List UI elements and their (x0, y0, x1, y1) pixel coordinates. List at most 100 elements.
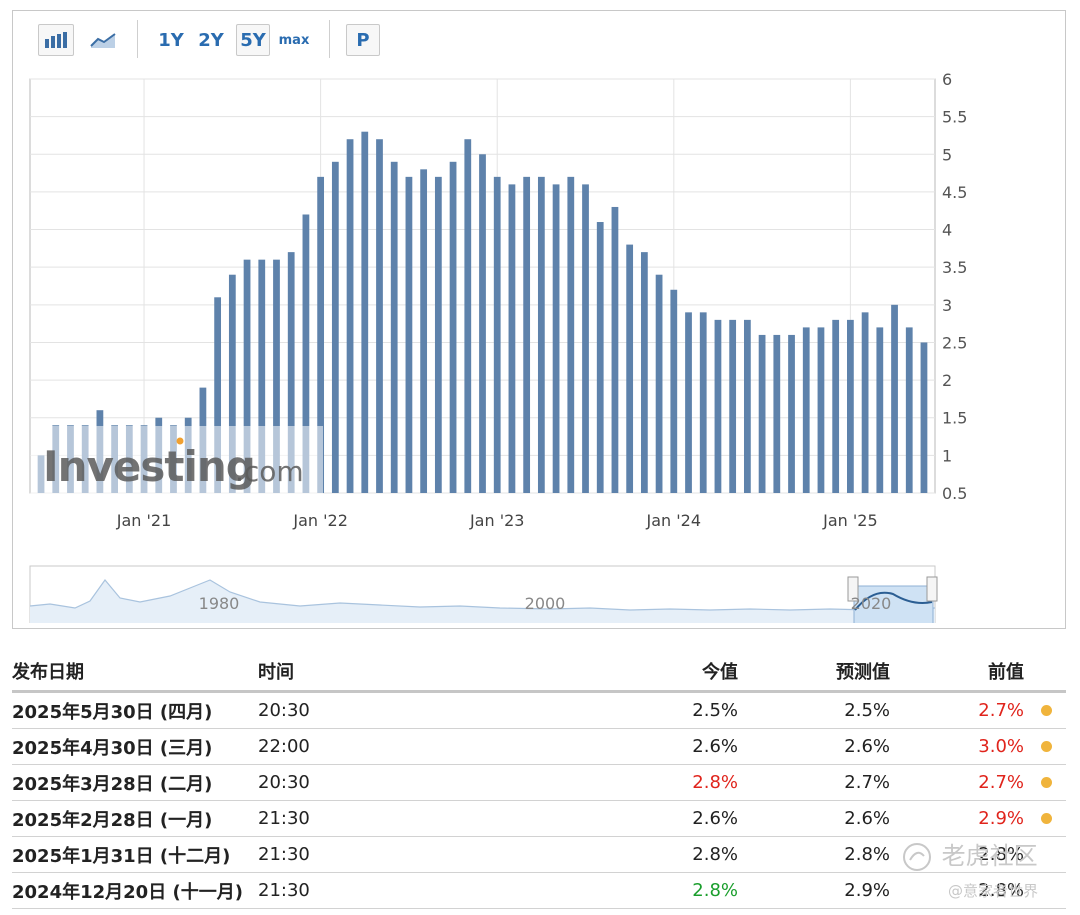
header-date[interactable]: 发布日期 (12, 662, 84, 683)
data-bar[interactable] (920, 342, 928, 493)
previous-value-cell: 2.7% (978, 700, 1024, 721)
revision-dot-icon[interactable] (1041, 777, 1052, 788)
bar-chart-glyph (45, 32, 67, 48)
svg-text:.com: .com (235, 455, 304, 488)
data-bar[interactable] (287, 252, 295, 493)
range-1y-button[interactable]: 1Y (158, 29, 184, 51)
forecast-value-cell: 2.6% (844, 736, 890, 757)
data-bar[interactable] (891, 304, 898, 493)
header-actual[interactable]: 今值 (702, 662, 738, 683)
data-bar[interactable] (434, 176, 442, 493)
data-bar[interactable] (699, 312, 707, 493)
navigator-selection[interactable] (853, 585, 934, 623)
range-2y-button[interactable]: 2Y (198, 29, 224, 51)
data-bar[interactable] (214, 297, 222, 493)
header-time[interactable]: 时间 (258, 662, 294, 683)
investing-logo: Investing .com (31, 426, 323, 506)
data-bar[interactable] (773, 334, 781, 493)
forecast-value-cell: 2.5% (844, 700, 890, 721)
data-bar[interactable] (905, 327, 913, 493)
data-bar[interactable] (685, 312, 692, 493)
x-tick-label: Jan '24 (646, 511, 702, 530)
data-bar[interactable] (596, 222, 604, 493)
header-previous[interactable]: 前值 (988, 662, 1024, 683)
range-max-button[interactable]: max (278, 32, 310, 48)
line-chart-icon[interactable] (85, 24, 121, 56)
data-bar[interactable] (346, 139, 354, 493)
data-bar[interactable] (390, 161, 398, 494)
data-bar[interactable] (802, 327, 810, 493)
data-bar[interactable] (523, 176, 531, 493)
y-tick-label: 3.5 (942, 258, 967, 277)
actual-value-cell: 2.8% (692, 844, 738, 865)
header-forecast[interactable]: 预测值 (836, 662, 890, 683)
data-bar[interactable] (876, 327, 884, 493)
data-bar[interactable] (817, 327, 825, 493)
data-bar[interactable] (243, 259, 251, 493)
data-bar[interactable] (626, 244, 634, 493)
revision-dot-icon[interactable] (1041, 813, 1052, 824)
forecast-value-cell: 2.7% (844, 772, 890, 793)
release-time-cell: 21:30 (258, 808, 310, 829)
p-button[interactable]: P (346, 24, 380, 56)
data-bar[interactable] (552, 184, 560, 493)
release-time-cell: 20:30 (258, 700, 310, 721)
data-bar[interactable] (464, 139, 472, 493)
data-bar[interactable] (420, 169, 428, 493)
data-bar[interactable] (228, 274, 236, 493)
data-bar[interactable] (361, 131, 369, 493)
bar-chart-icon[interactable] (38, 24, 74, 56)
navigator-handle[interactable] (926, 576, 938, 602)
data-bar[interactable] (493, 176, 501, 493)
release-date-cell: 2025年4月30日 (三月) (12, 737, 213, 759)
data-bar[interactable] (788, 334, 795, 493)
revision-dot-icon[interactable] (1041, 741, 1052, 752)
data-bar[interactable] (508, 184, 516, 493)
data-bar[interactable] (758, 334, 766, 493)
data-bar[interactable] (567, 176, 575, 493)
data-bar[interactable] (331, 161, 339, 494)
data-bar[interactable] (582, 184, 589, 493)
watermark-sub-text: @意家者世界 (948, 882, 1039, 900)
chart-toolbar: 1Y 2Y 5Y max P (13, 11, 1065, 63)
data-bar[interactable] (861, 312, 869, 493)
previous-value-cell: 2.8% (978, 880, 1024, 901)
chart-panel: 1Y 2Y 5Y max P Investing .com 0.5 1 1.5 2 2.… (12, 10, 1066, 629)
actual-value-cell: 2.8% (692, 772, 738, 793)
svg-text:Investing: Investing (43, 442, 255, 491)
data-bar[interactable] (655, 274, 663, 493)
data-bar[interactable] (743, 319, 751, 493)
data-bar[interactable] (729, 319, 737, 493)
table-header: 发布日期 时间 今值 预测值 前值 (12, 652, 1066, 693)
data-bar[interactable] (640, 252, 648, 493)
table-row: 2025年1月31日 (十二月) 21:30 2.8% 2.8% 2.8% (12, 837, 1066, 873)
previous-value-cell: 2.9% (978, 808, 1024, 829)
data-bar[interactable] (847, 319, 854, 493)
data-bar[interactable] (376, 139, 383, 493)
data-bar[interactable] (302, 214, 310, 493)
navigator-handle[interactable] (847, 576, 859, 602)
data-bar[interactable] (449, 161, 457, 494)
data-bar[interactable] (479, 154, 486, 493)
data-bar[interactable] (273, 259, 280, 493)
data-bar[interactable] (714, 319, 722, 493)
y-tick-label: 3 (942, 296, 952, 315)
data-bar[interactable] (537, 176, 545, 493)
y-tick-label: 5.5 (942, 108, 967, 127)
x-tick-label: Jan '23 (469, 511, 525, 530)
forecast-value-cell: 2.6% (844, 808, 890, 829)
data-bar[interactable] (832, 319, 840, 493)
data-bar[interactable] (317, 176, 325, 493)
navigator-year-label: 2020 (851, 594, 892, 613)
range-navigator[interactable]: 1980 2000 2020 (29, 565, 938, 623)
y-tick-label: 2.5 (942, 333, 967, 352)
range-5y-button[interactable]: 5Y (236, 24, 270, 56)
data-bar[interactable] (611, 206, 619, 494)
release-time-cell: 21:30 (258, 844, 310, 865)
data-bar[interactable] (258, 259, 266, 493)
release-date-cell: 2025年2月28日 (一月) (12, 809, 213, 831)
revision-dot-icon[interactable] (1041, 705, 1052, 716)
x-tick-label: Jan '21 (116, 511, 172, 530)
data-bar[interactable] (670, 289, 678, 493)
data-bar[interactable] (405, 176, 413, 493)
